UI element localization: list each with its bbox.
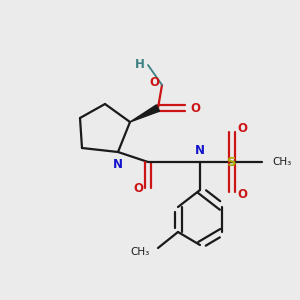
- Text: O: O: [237, 188, 247, 202]
- Text: CH₃: CH₃: [131, 247, 150, 257]
- Polygon shape: [130, 105, 160, 122]
- Text: CH₃: CH₃: [272, 157, 291, 167]
- Text: N: N: [113, 158, 123, 170]
- Text: O: O: [133, 182, 143, 194]
- Text: O: O: [237, 122, 247, 136]
- Text: N: N: [195, 143, 205, 157]
- Text: O: O: [149, 76, 159, 88]
- Text: O: O: [190, 101, 200, 115]
- Text: H: H: [135, 58, 145, 71]
- Text: S: S: [227, 155, 237, 169]
